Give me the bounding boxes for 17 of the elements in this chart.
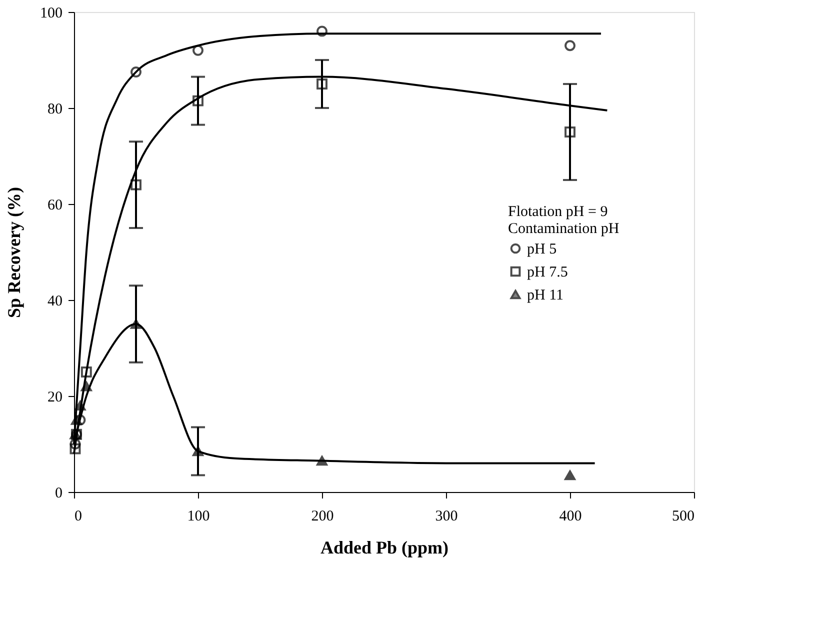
y-axis-title: Sp Recovery (%) bbox=[4, 187, 24, 318]
y-tick-label: 80 bbox=[48, 102, 62, 118]
legend-label: pH 5 bbox=[527, 242, 557, 258]
x-tick-label: 0 bbox=[74, 508, 82, 524]
x-tick-label: 200 bbox=[311, 508, 334, 524]
y-tick-label: 20 bbox=[48, 390, 62, 406]
legend-label: pH 11 bbox=[527, 288, 564, 304]
x-tick-label: 500 bbox=[672, 508, 694, 524]
y-tick-label: 100 bbox=[40, 6, 62, 22]
legend-label: pH 7.5 bbox=[527, 264, 568, 280]
x-axis-title: Added Pb (ppm) bbox=[320, 538, 449, 558]
y-tick-label: 60 bbox=[48, 198, 62, 214]
x-tick-label: 300 bbox=[435, 508, 458, 524]
x-tick-label: 400 bbox=[559, 508, 582, 524]
y-tick-label: 40 bbox=[48, 294, 62, 310]
y-tick-label: 0 bbox=[55, 486, 62, 502]
x-tick-label: 100 bbox=[187, 508, 210, 524]
